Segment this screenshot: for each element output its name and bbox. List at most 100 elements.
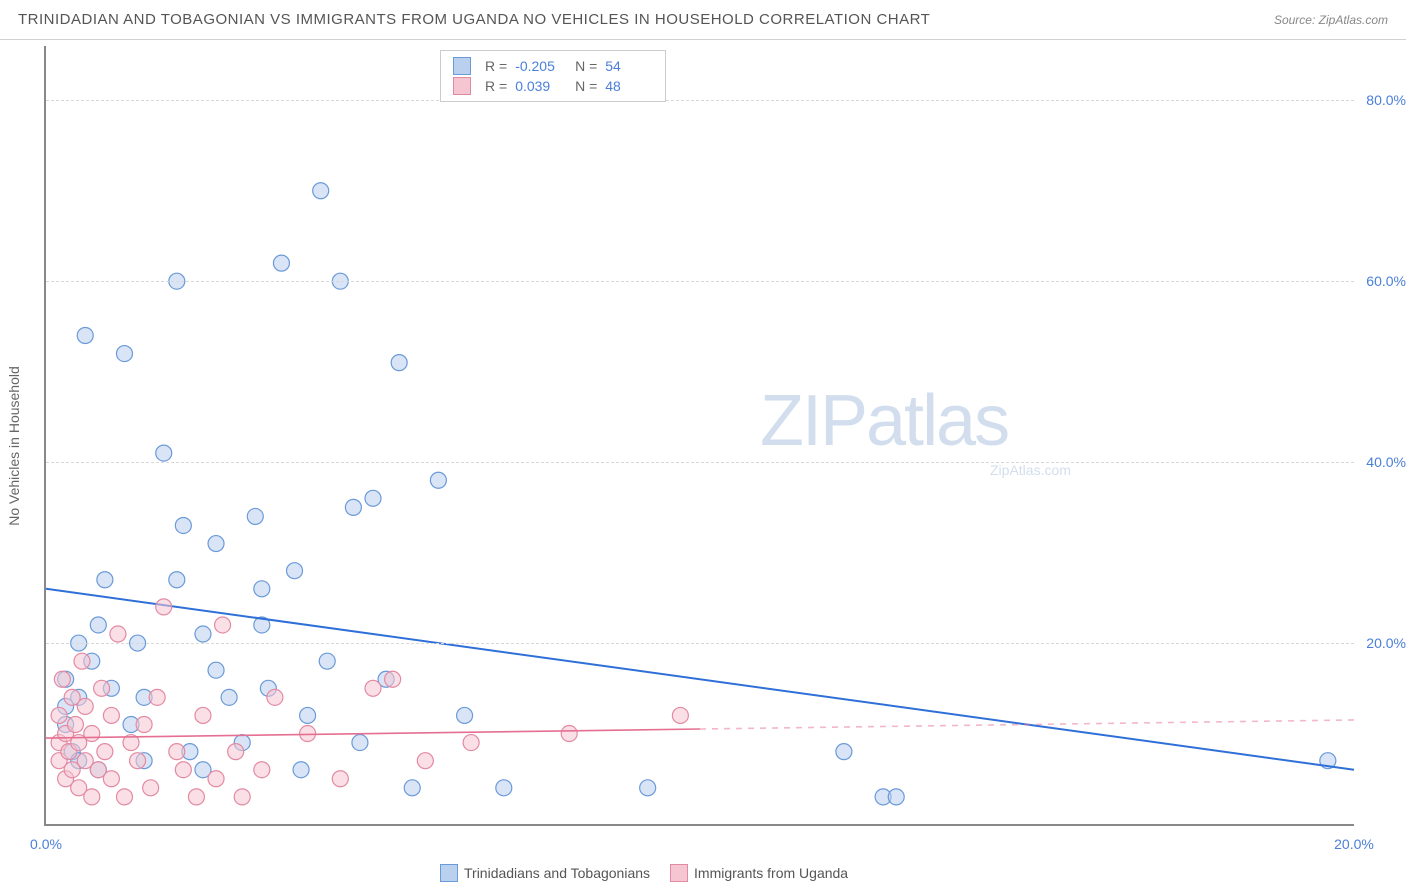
grid-line <box>46 281 1354 282</box>
scatter-point <box>175 517 191 533</box>
scatter-point <box>64 744 80 760</box>
scatter-point <box>77 327 93 343</box>
scatter-point <box>67 716 83 732</box>
scatter-point <box>130 753 146 769</box>
scatter-point <box>208 771 224 787</box>
scatter-point <box>136 753 152 769</box>
legend-swatch <box>453 57 471 75</box>
scatter-point <box>234 735 250 751</box>
legend-swatch <box>440 864 458 882</box>
stat-label-n: N = <box>571 58 597 74</box>
scatter-point <box>300 707 316 723</box>
scatter-point <box>103 707 119 723</box>
trend-line-dashed <box>700 720 1354 729</box>
grid-line <box>46 643 1354 644</box>
scatter-point <box>71 780 87 796</box>
stats-row: R =0.039 N =48 <box>453 77 653 95</box>
scatter-point <box>457 707 473 723</box>
scatter-point <box>58 771 74 787</box>
scatter-point <box>84 789 100 805</box>
scatter-point <box>84 653 100 669</box>
legend-label: Trinidadians and Tobagonians <box>464 865 650 881</box>
scatter-point <box>365 680 381 696</box>
scatter-point <box>215 617 231 633</box>
scatter-point <box>90 762 106 778</box>
stats-row: R =-0.205 N =54 <box>453 57 653 75</box>
chart-title: TRINIDADIAN AND TOBAGONIAN VS IMMIGRANTS… <box>18 11 930 28</box>
scatter-point <box>143 780 159 796</box>
trend-line <box>46 729 700 738</box>
x-tick-label: 0.0% <box>30 836 62 852</box>
scatter-point <box>169 744 185 760</box>
scatter-point <box>90 617 106 633</box>
scatter-point <box>61 744 77 760</box>
scatter-point <box>58 726 74 742</box>
watermark-domain: ZipAtlas.com <box>990 462 1071 478</box>
scatter-point <box>116 346 132 362</box>
scatter-point <box>234 789 250 805</box>
scatter-point <box>332 771 348 787</box>
scatter-point <box>123 735 139 751</box>
grid-line <box>46 100 1354 101</box>
scatter-point <box>640 780 656 796</box>
scatter-point <box>496 780 512 796</box>
scatter-point <box>267 689 283 705</box>
stat-value-r: -0.205 <box>515 58 563 74</box>
scatter-point <box>195 626 211 642</box>
scatter-point <box>71 689 87 705</box>
watermark-main: ZIP <box>760 381 866 461</box>
scatter-point <box>273 255 289 271</box>
plot-area: 20.0%40.0%60.0%80.0%0.0%20.0% <box>44 46 1354 826</box>
scatter-point <box>463 735 479 751</box>
y-tick-label: 60.0% <box>1366 273 1406 289</box>
scatter-point <box>54 671 70 687</box>
scatter-point <box>51 735 67 751</box>
scatter-point <box>345 499 361 515</box>
scatter-point <box>385 671 401 687</box>
scatter-point <box>64 762 80 778</box>
scatter-point <box>208 536 224 552</box>
scatter-point <box>287 563 303 579</box>
scatter-point <box>97 744 113 760</box>
scatter-point <box>51 753 67 769</box>
watermark: ZIPatlas <box>760 380 1008 462</box>
scatter-point <box>71 735 87 751</box>
legend-item: Immigrants from Uganda <box>670 864 848 882</box>
scatter-point <box>94 680 110 696</box>
scatter-point <box>228 744 244 760</box>
scatter-point <box>188 789 204 805</box>
scatter-point <box>90 762 106 778</box>
scatter-point <box>365 490 381 506</box>
scatter-point <box>74 653 90 669</box>
scatter-point <box>71 753 87 769</box>
scatter-point <box>254 581 270 597</box>
source-label: Source: ZipAtlas.com <box>1274 13 1388 27</box>
scatter-point <box>77 698 93 714</box>
scatter-point <box>319 653 335 669</box>
scatter-point <box>195 762 211 778</box>
y-tick-label: 80.0% <box>1366 92 1406 108</box>
scatter-point <box>672 707 688 723</box>
scatter-point <box>51 707 67 723</box>
scatter-point <box>58 698 74 714</box>
scatter-point <box>156 599 172 615</box>
scatter-point <box>175 762 191 778</box>
scatter-point <box>391 355 407 371</box>
legend-label: Immigrants from Uganda <box>694 865 848 881</box>
y-tick-label: 40.0% <box>1366 454 1406 470</box>
scatter-point <box>169 572 185 588</box>
grid-line <box>46 462 1354 463</box>
scatter-point <box>1320 753 1336 769</box>
scatter-point <box>103 771 119 787</box>
scatter-point <box>136 716 152 732</box>
watermark-sub: atlas <box>866 381 1008 461</box>
legend-swatch <box>453 77 471 95</box>
scatter-point <box>404 780 420 796</box>
scatter-point <box>254 762 270 778</box>
scatter-point <box>156 445 172 461</box>
stat-label-r: R = <box>485 58 507 74</box>
scatter-point <box>293 762 309 778</box>
scatter-point <box>260 680 276 696</box>
scatter-point <box>182 744 198 760</box>
y-axis-title: No Vehicles in Household <box>6 366 22 526</box>
